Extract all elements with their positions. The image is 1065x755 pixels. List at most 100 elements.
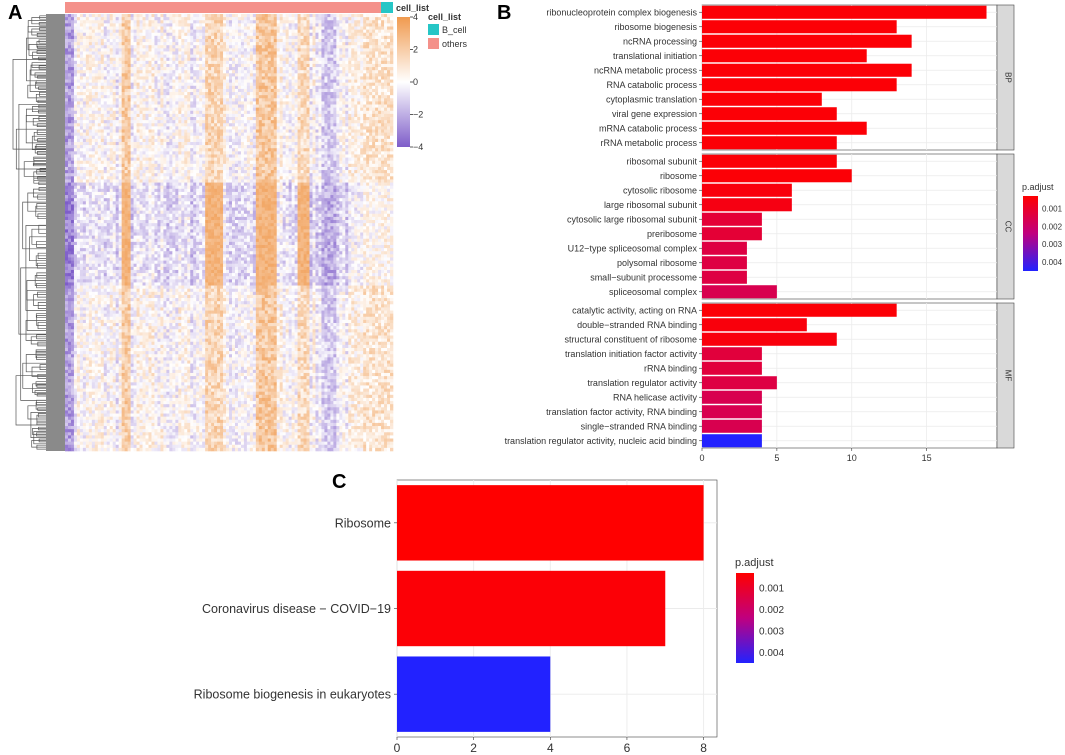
- heatmap-cell: [166, 14, 170, 18]
- heatmap-cell: [354, 26, 358, 30]
- heatmap-cell: [330, 57, 334, 62]
- heatmap-cell: [294, 95, 298, 99]
- heatmap-cell: [342, 63, 346, 68]
- heatmap-cell: [318, 48, 322, 52]
- heatmap-cell: [91, 14, 96, 18]
- heatmap-cell: [109, 104, 114, 108]
- heatmap-cell: [121, 113, 125, 118]
- heatmap-cell: [148, 141, 152, 146]
- heatmap-cell: [130, 113, 134, 118]
- heatmap-cell: [249, 117, 254, 121]
- heatmap-cell: [255, 60, 260, 65]
- heatmap-cell: [291, 107, 295, 112]
- heatmap-cell: [73, 63, 78, 68]
- heatmap-cell: [318, 138, 322, 143]
- heatmap-cell: [205, 79, 209, 83]
- heatmap-cell: [211, 73, 215, 77]
- heatmap-cell: [175, 48, 179, 52]
- heatmap-cell: [357, 54, 361, 58]
- heatmap-cell: [196, 104, 200, 108]
- heatmap-cell: [273, 148, 278, 152]
- heatmap-cell: [124, 129, 128, 133]
- heatmap-cell: [234, 67, 239, 71]
- heatmap-cell: [136, 107, 140, 112]
- heatmap-cell: [378, 92, 382, 96]
- heatmap-cell: [309, 126, 313, 130]
- heatmap-cell: [178, 17, 182, 21]
- heatmap-cell: [276, 73, 280, 77]
- heatmap-cell: [267, 45, 272, 49]
- heatmap-cell: [279, 42, 283, 46]
- heatmap-cell: [223, 67, 227, 71]
- heatmap-cell: [223, 120, 227, 124]
- heatmap-cell: [106, 63, 111, 68]
- heatmap-cell: [73, 123, 78, 127]
- heatmap-cell: [115, 135, 119, 140]
- heatmap-cell: [70, 54, 75, 58]
- heatmap-cell: [330, 141, 334, 146]
- heatmap-cell: [321, 135, 325, 140]
- heatmap-cell: [297, 120, 301, 124]
- heatmap-cell: [387, 138, 391, 143]
- heatmap-cell: [330, 63, 334, 68]
- heatmap-cell: [363, 23, 367, 27]
- heatmap-cell: [240, 104, 245, 108]
- heatmap-cell: [196, 63, 200, 68]
- heatmap-cell: [336, 85, 340, 90]
- heatmap-cell: [106, 32, 111, 37]
- heatmap-cell: [178, 126, 182, 130]
- heatmap-cell: [109, 17, 114, 21]
- heatmap-cell: [145, 107, 149, 112]
- heatmap-cell: [199, 101, 203, 105]
- heatmap-cell: [178, 35, 182, 40]
- heatmap-cell: [252, 32, 257, 37]
- heatmap-cell: [181, 88, 185, 93]
- heatmap-cell: [157, 120, 161, 124]
- heatmap-cell: [372, 63, 376, 68]
- heatmap-cell: [381, 148, 385, 152]
- heatmap-cell: [300, 48, 304, 52]
- heatmap-cell: [205, 26, 209, 30]
- heatmap-cell: [163, 101, 167, 105]
- heatmap-cell: [360, 54, 364, 58]
- heatmap-cell: [175, 141, 179, 146]
- heatmap-cell: [231, 38, 236, 43]
- heatmap-cell: [157, 154, 161, 158]
- heatmap-cell: [300, 23, 304, 27]
- heatmap-cell: [246, 151, 251, 155]
- heatmap-cell: [351, 35, 355, 40]
- heatmap-cell: [324, 51, 328, 55]
- heatmap-cell: [220, 23, 224, 27]
- heatmap-cell: [261, 110, 266, 115]
- heatmap-cell: [178, 63, 182, 68]
- heatmap-cell: [65, 117, 69, 121]
- heatmap-cell: [106, 79, 111, 83]
- heatmap-cell: [187, 51, 191, 55]
- heatmap-cell: [205, 88, 209, 93]
- heatmap-cell: [205, 23, 209, 27]
- heatmap-cell: [384, 42, 388, 46]
- heatmap-cell: [375, 113, 379, 118]
- heatmap-cell: [103, 17, 108, 21]
- heatmap-cell: [82, 110, 87, 115]
- heatmap-cell: [79, 138, 84, 143]
- heatmap-cell: [312, 85, 316, 90]
- heatmap-cell: [133, 57, 137, 62]
- heatmap-cell: [220, 132, 224, 137]
- heatmap-cell: [243, 107, 248, 112]
- heatmap-cell: [76, 85, 81, 90]
- heatmap-cell: [178, 107, 182, 112]
- heatmap-cell: [252, 148, 257, 152]
- heatmap-cell: [252, 145, 257, 149]
- heatmap-cell: [243, 148, 248, 152]
- heatmap-cell: [336, 98, 340, 102]
- heatmap-cell: [297, 85, 301, 90]
- heatmap-cell: [139, 92, 143, 96]
- heatmap-cell: [169, 29, 173, 34]
- heatmap-cell: [97, 60, 102, 65]
- heatmap-cell: [357, 51, 361, 55]
- heatmap-cell: [285, 42, 289, 46]
- heatmap-cell: [103, 73, 108, 77]
- heatmap-cell: [354, 120, 358, 124]
- heatmap-cell: [387, 14, 391, 18]
